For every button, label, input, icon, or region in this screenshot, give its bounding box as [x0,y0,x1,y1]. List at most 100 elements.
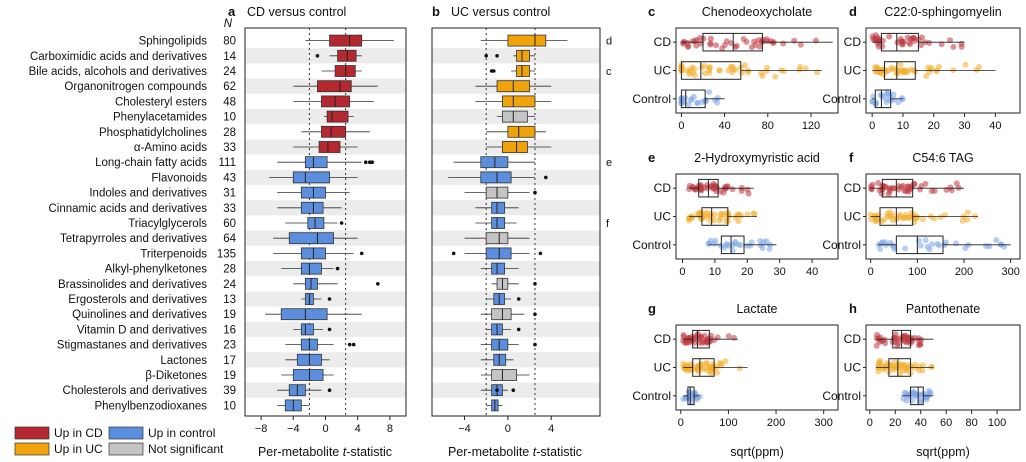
panel-c-point [680,40,687,47]
panel-b-stripe [432,382,600,398]
panel-c-group-label: UC [654,64,672,78]
panel-b-outlier [544,175,548,180]
panel-g-point [718,360,725,367]
panel-g-title: Lactate [736,302,777,316]
panel-b-outlier [495,54,499,58]
panel-h-title: Pantothenate [906,302,980,316]
panel-c-title: Chenodeoxycholate [702,5,813,19]
panel-d-point [923,73,930,80]
panel-g-box [692,358,715,377]
panel-a-label: a [228,4,236,19]
category-label: Flavonoids [151,172,207,184]
panel-c-point [701,70,708,77]
panel-c-point [706,67,713,74]
panel-f: f C54:6 TAG CD UC Control 0 100 200 300 [822,150,1021,278]
category-n: 24 [223,66,236,78]
panel-c-xtick-label: 120 [802,120,820,132]
category-label: Bile acids, alcohols and derivatives [29,66,208,78]
panel-b-side-label: d [606,36,612,48]
panel-b-box [480,171,512,184]
panel-c-point [706,89,713,96]
panel-e-xtick-label: 20 [741,266,753,278]
panel-d-group-label: UC [844,64,862,78]
panel-a-outlier [327,327,332,332]
panel-c-point [732,43,739,50]
panel-c-point [802,65,809,72]
panel-e-point [737,241,744,248]
panel-e-point [695,212,702,219]
panel-b-stripe [432,321,600,337]
panel-e-point [721,244,728,251]
panel-d-point [895,99,902,106]
panel-b-outlier [484,54,488,58]
legend-swatch-control [108,426,144,440]
panel-f-xtick-label: 100 [908,266,926,278]
panel-f-point [902,245,909,252]
panel-f-point [993,237,1000,244]
panel-g-box [692,329,710,349]
panel-b-box [491,262,506,275]
panel-f-point [897,213,904,220]
panel-g-group-label: Control [632,389,671,403]
panel-f-xtick-label: 300 [1001,266,1019,278]
panel-f-box [881,178,914,198]
panel-g-point [702,365,709,372]
panel-f-point [937,214,944,221]
category-n: 80 [223,36,236,48]
panel-f-point [884,210,891,217]
panel-a-xtick-label: 0 [322,423,328,435]
panel-a-box [300,262,322,275]
category-n: 16 [223,324,236,336]
panel-e-point [733,212,740,219]
panel-d-point [873,65,880,72]
panel-b-outlier [516,327,521,332]
panel-f-group-label: CD [844,181,862,195]
panel-e-point [766,245,773,252]
panel-f-point [901,187,908,194]
panel-b-box [516,65,530,77]
panel-d-point [886,33,893,40]
panel-b-outlier [516,297,521,301]
panel-e-point [717,215,724,222]
category-label: Indoles and derivatives [89,188,207,200]
panel-b-box [485,247,512,260]
panel-d-point [889,66,896,73]
panel-f-point [952,240,959,247]
panel-f-point [928,187,935,194]
panel-b-box [491,201,506,214]
panel-d-point [907,41,914,48]
category-n: 10 [223,112,236,124]
panel-f-point [902,214,909,221]
category-n: 28 [223,127,236,139]
panel-b-label: b [432,4,440,19]
panel-a-box [326,110,349,123]
legend-swatch-ns [108,442,144,456]
category-label: Quinolines and derivatives [72,309,207,321]
panel-f-point [926,246,933,253]
panel-f-point [908,213,915,220]
panel-a-box [304,156,328,169]
panel-e-xtick-label: 10 [709,266,721,278]
category-n: 39 [223,385,236,397]
panel-h-point [875,364,882,371]
panel-e-point [720,189,727,196]
panel-e-xtick-label: 40 [806,266,818,278]
category-label: α-Amino acids [134,142,207,154]
panel-f-point [885,190,892,197]
panel-e-xtick-label: 0 [679,266,685,278]
panel-c-point [716,67,723,74]
panel-c-point [707,35,714,42]
category-label: Long-chain fatty acids [95,157,207,169]
category-label: Organonitrogen compounds [64,81,207,93]
panel-e-point [723,218,730,225]
category-label: Cholesterols and derivatives [63,385,208,397]
panel-a-outlier [359,251,364,256]
panel-d-xtick-label: 0 [869,120,875,132]
panel-d-point [910,35,917,42]
panel-d-point [933,68,940,75]
panel-e-group-label: Control [632,238,671,252]
panel-h-point [881,364,888,371]
panel-e-box [701,207,729,226]
panel-d-point [962,61,969,68]
panel-c-point [701,62,708,69]
